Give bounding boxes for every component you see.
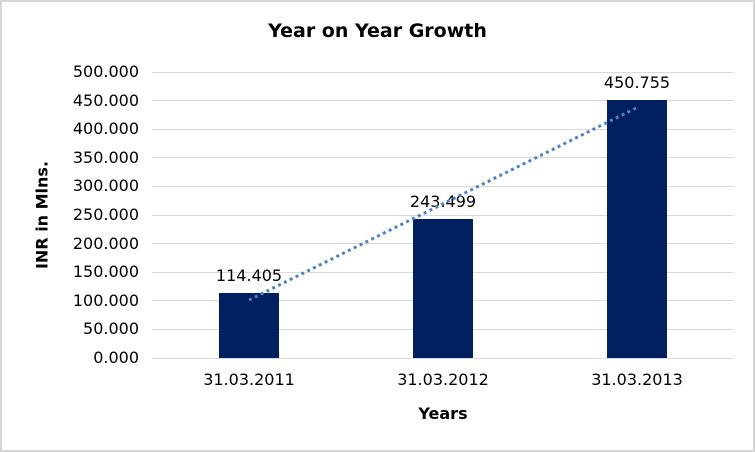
y-tick-label: 450.000: [72, 90, 139, 110]
gridline: [152, 357, 734, 359]
y-tick-label: 200.000: [72, 233, 139, 253]
y-tick-label: 250.000: [72, 205, 139, 224]
x-axis-title: Years: [418, 404, 468, 423]
chart-title: Year on Year Growth: [268, 20, 487, 42]
bar: [413, 218, 473, 358]
x-tick-label: 31.03.2013: [591, 370, 683, 389]
y-tick-label: 500.000: [72, 62, 139, 81]
bar-data-label: 114.405: [215, 265, 283, 285]
x-tick-label: 31.03.2011: [203, 370, 295, 389]
y-tick-label: 0.000: [93, 348, 139, 367]
y-tick-label: 150.000: [72, 262, 139, 282]
gridline: [152, 100, 734, 102]
gridline: [152, 214, 734, 216]
gridline: [152, 185, 734, 187]
y-tick-label: 300.000: [72, 176, 139, 196]
bar: [219, 292, 279, 358]
y-tick-label: 350.000: [72, 147, 139, 167]
gridline: [152, 157, 734, 159]
x-tick-label: 31.03.2012: [397, 370, 489, 389]
gridline: [152, 128, 734, 130]
gridline: [152, 71, 734, 73]
bar: [607, 100, 667, 358]
trendline: [248, 106, 638, 302]
y-tick-label: 400.000: [72, 119, 139, 139]
bar-data-label: 450.755: [603, 73, 671, 93]
y-tick-label: 50.000: [83, 319, 139, 339]
y-tick-label: 100.000: [72, 290, 139, 310]
